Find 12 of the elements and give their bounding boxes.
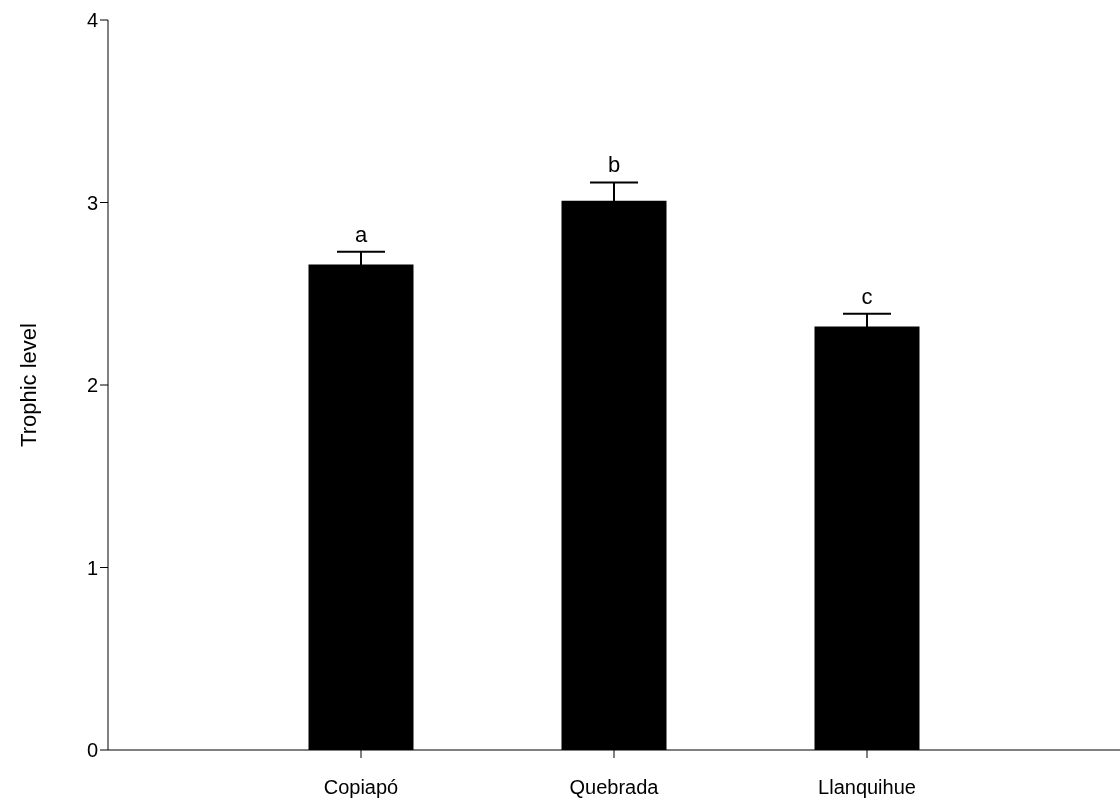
y-tick-label: 2: [86, 374, 98, 397]
y-tick-label: 3: [86, 191, 98, 214]
y-tick-label: 0: [86, 739, 98, 762]
x-tick-label: Copiapó: [323, 776, 399, 799]
y-tick-label: 1: [86, 556, 98, 579]
annotation: c: [861, 283, 873, 309]
x-tick-label: Llanquihue: [818, 776, 916, 799]
y-tick-label: 4: [86, 9, 98, 32]
x-tick-label: Quebrada: [569, 776, 660, 799]
annotation: a: [354, 221, 368, 247]
annotation: b: [607, 152, 621, 178]
y-axis-title: Trophic level: [15, 323, 41, 447]
